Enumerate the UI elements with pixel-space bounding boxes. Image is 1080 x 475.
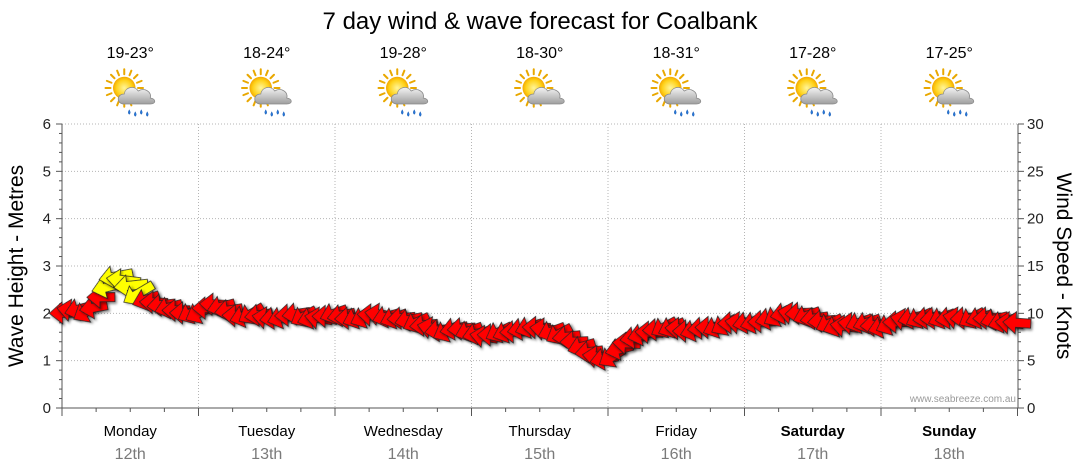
y-tick-right-label: 15 <box>1027 258 1044 275</box>
sun-cloud-rain-icon <box>241 68 292 117</box>
day-label: Saturday <box>781 423 846 440</box>
day-label: Thursday <box>508 423 571 440</box>
date-label: 12th <box>115 446 146 463</box>
date-label: 16th <box>661 446 692 463</box>
y-tick-right-label: 20 <box>1027 211 1044 228</box>
day-forecast-header: 17-25° <box>923 45 975 117</box>
date-label: 18th <box>934 446 965 463</box>
temperature-range: 19-23° <box>107 45 154 62</box>
day-label: Wednesday <box>364 423 443 440</box>
y-tick-right-label: 30 <box>1027 116 1044 133</box>
day-forecast-header: 19-28° <box>377 45 429 117</box>
temperature-range: 18-31° <box>653 45 700 62</box>
temperature-range: 17-28° <box>789 45 836 62</box>
y-axis-left-label: Wave Height - Metres <box>5 165 28 367</box>
y-tick-right-label: 5 <box>1027 353 1035 370</box>
sun-cloud-rain-icon <box>650 68 702 117</box>
y-tick-right-label: 25 <box>1027 163 1044 180</box>
sun-cloud-rain-icon <box>104 68 156 117</box>
y-tick-left-label: 0 <box>43 400 51 417</box>
sun-cloud-rain-icon <box>377 68 429 117</box>
temperature-range: 17-25° <box>926 45 973 62</box>
chart-title: 7 day wind & wave forecast for Coalbank <box>323 8 759 35</box>
day-label: Friday <box>655 423 697 440</box>
day-forecast-header: 18-31° <box>650 45 702 117</box>
date-label: 14th <box>388 446 419 463</box>
day-label: Sunday <box>922 423 977 440</box>
sun-cloud-rain-icon <box>787 68 838 117</box>
credit: www.seabreeze.com.au <box>909 394 1016 405</box>
temperature-range: 19-28° <box>380 45 427 62</box>
y-tick-left-label: 4 <box>43 211 51 228</box>
sun-cloud-icon <box>514 68 565 108</box>
y-tick-left-label: 1 <box>43 353 51 370</box>
wind-arrows <box>48 265 1032 371</box>
temperature-range: 18-24° <box>243 45 290 62</box>
day-label: Monday <box>104 423 158 440</box>
wind-arrow <box>1002 310 1032 335</box>
date-label: 13th <box>251 446 282 463</box>
y-axis-right-label: Wind Speed - Knots <box>1052 173 1075 360</box>
y-tick-left-label: 2 <box>43 305 51 322</box>
day-forecast-header: 17-28° <box>787 45 838 117</box>
day-forecast-header: 18-24° <box>241 45 292 117</box>
day-forecast-header: 19-23° <box>104 45 156 117</box>
sun-cloud-rain-icon <box>923 68 975 117</box>
y-tick-right-label: 0 <box>1027 400 1035 417</box>
y-tick-left-label: 5 <box>43 163 51 180</box>
y-tick-left-label: 6 <box>43 116 51 133</box>
y-tick-right-label: 10 <box>1027 305 1044 322</box>
y-tick-left-label: 3 <box>43 258 51 275</box>
date-label: 15th <box>524 446 555 463</box>
date-label: 17th <box>797 446 828 463</box>
day-forecast-header: 18-30° <box>514 45 565 108</box>
day-label: Tuesday <box>238 423 295 440</box>
temperature-range: 18-30° <box>516 45 563 62</box>
